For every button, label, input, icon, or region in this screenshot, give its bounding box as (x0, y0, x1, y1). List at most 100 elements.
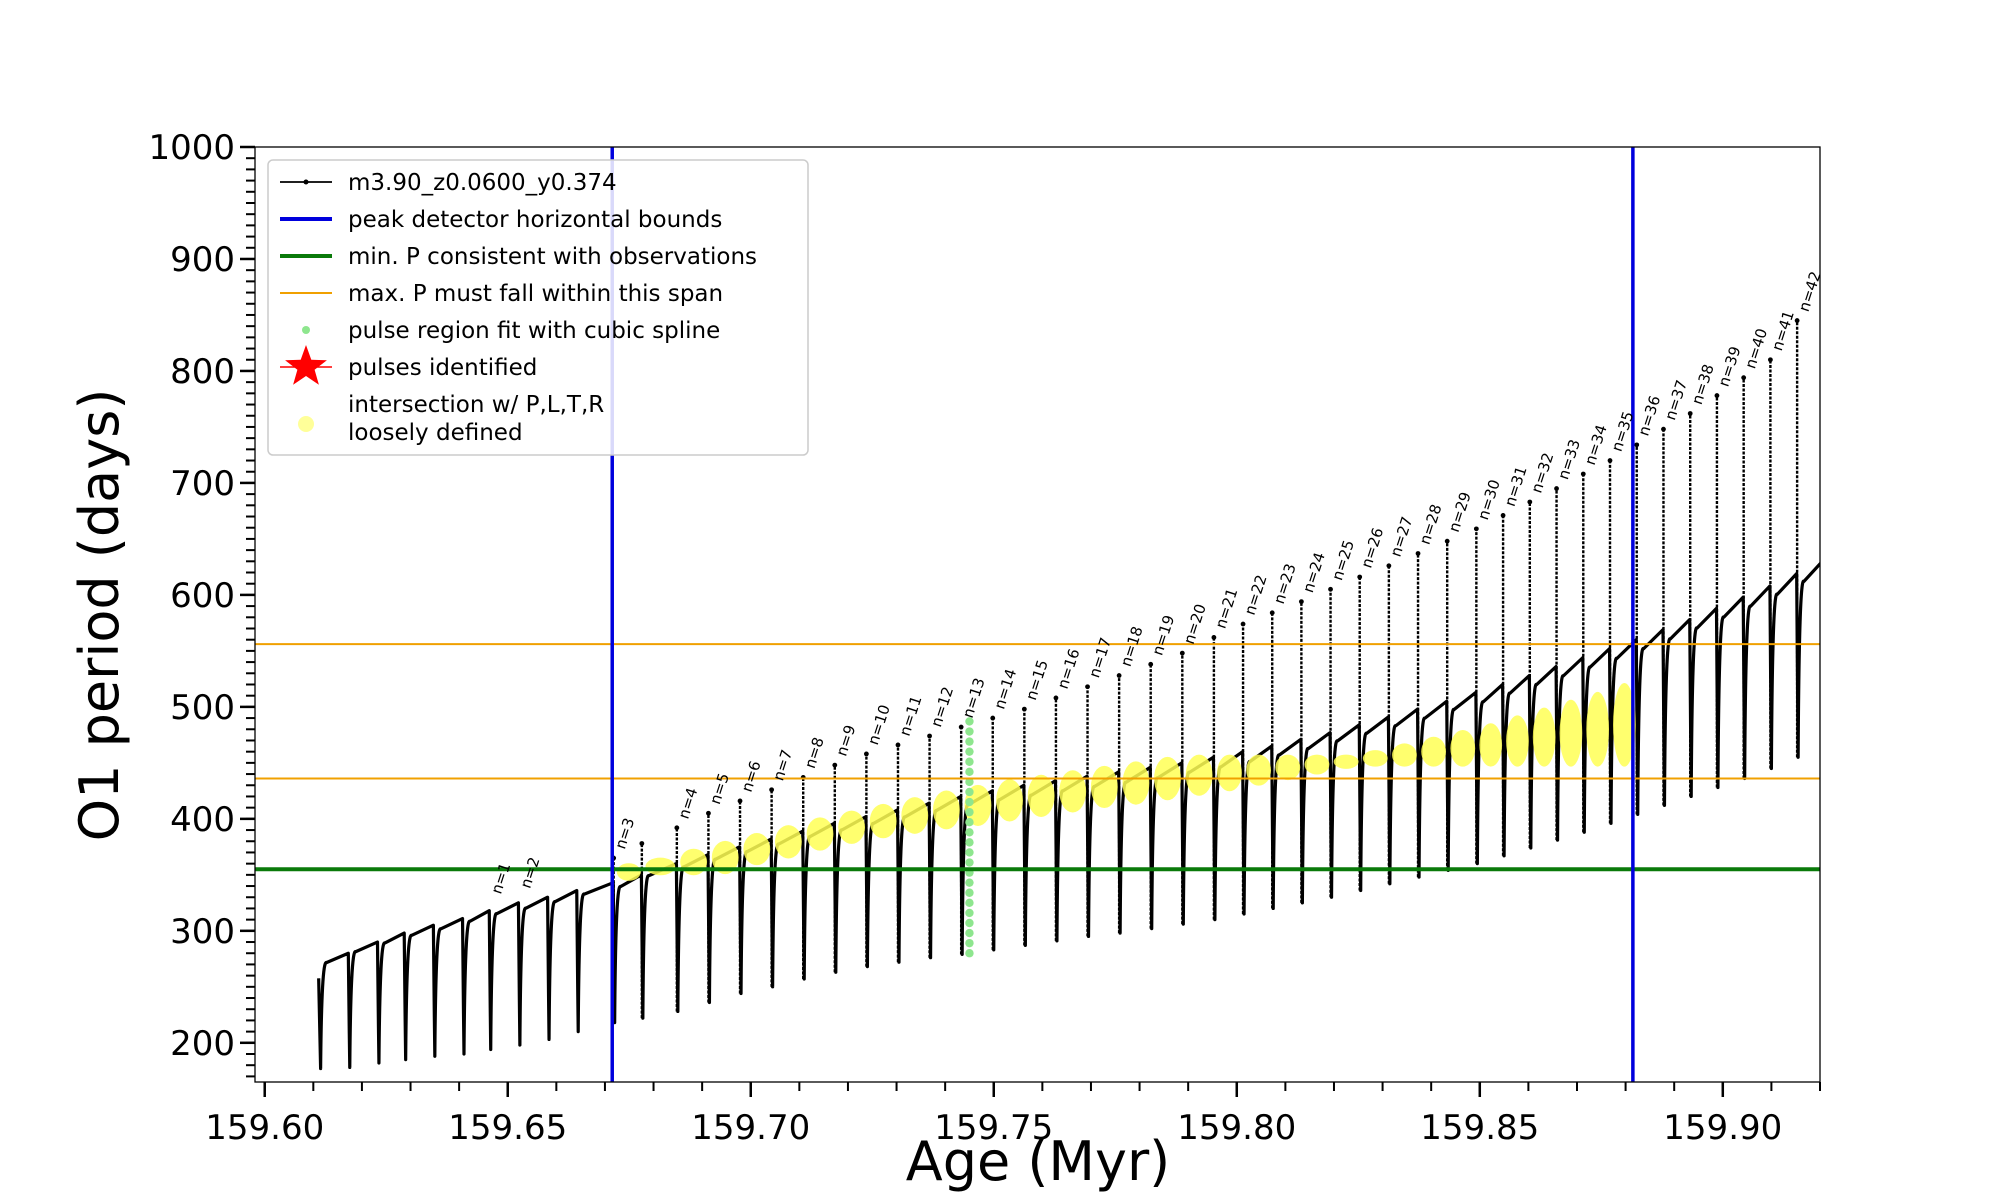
pulse-label: n=19 (1148, 613, 1178, 658)
intersection-marker (1362, 750, 1388, 767)
pulse-spike-top (1580, 471, 1586, 477)
pulse-spike-top (737, 798, 743, 804)
pulse-spike-top (1444, 538, 1450, 544)
pulse-spike-top (927, 733, 932, 739)
intersection-marker (1090, 765, 1118, 809)
intersection-marker (806, 817, 834, 851)
intersection-marker (743, 833, 771, 866)
pulse-spike-top (1179, 650, 1185, 656)
x-tick-label: 159.75 (934, 1108, 1053, 1148)
intersection-marker (645, 857, 676, 876)
pulse-spike-top (1085, 684, 1090, 690)
pulse-label: n=21 (1212, 586, 1242, 631)
pulse-label: n=29 (1445, 490, 1475, 535)
pulse-label: n=28 (1416, 502, 1446, 547)
pulse-spike-top (1386, 563, 1392, 569)
intersection-marker (869, 803, 897, 839)
pulse-spike-top (990, 715, 996, 721)
y-tick-label: 600 (170, 576, 235, 616)
legend-label-line: pulse region fit with cubic spline (348, 318, 720, 344)
legend-swatch (302, 326, 310, 334)
legend-label: pulses identified (348, 355, 537, 381)
pulse-label: n=43 (1822, 230, 1852, 275)
x-axis-title: Age (Myr) (906, 1130, 1171, 1193)
legend-label-line: peak detector horizontal bounds (348, 207, 722, 233)
spline-point (965, 757, 974, 766)
spline-point (965, 807, 974, 817)
intersection-marker (1122, 761, 1150, 805)
pulse-label: n=33 (1554, 437, 1584, 482)
pulse-spike-top (639, 841, 645, 846)
pulse-label: n=12 (927, 685, 957, 730)
legend-label-line: loosely defined (348, 420, 523, 446)
pulse-label: n=10 (864, 702, 894, 747)
x-tick-label: 159.90 (1663, 1108, 1782, 1148)
spline-point (965, 898, 974, 908)
pulse-label: n=15 (1022, 658, 1052, 703)
spline-point (965, 888, 974, 897)
pulse-label: n=27 (1387, 514, 1417, 559)
intersection-marker (1450, 729, 1476, 767)
pulse-label: n=37 (1661, 378, 1691, 423)
pulse-label: n=13 (959, 676, 989, 721)
pulse-spike-top (1554, 486, 1559, 491)
pulse-label: n=32 (1528, 450, 1558, 495)
pulse-spike-top (1607, 458, 1613, 463)
pulse-spike-top (1741, 375, 1747, 381)
pulse-label: n=16 (1054, 646, 1084, 691)
legend-label: max. P must fall within this span (348, 281, 723, 307)
x-tick-label: 159.70 (691, 1108, 810, 1148)
spline-point (965, 737, 974, 746)
spline-point (965, 838, 974, 847)
spline-point (965, 949, 974, 958)
x-tick-label: 159.85 (1420, 1108, 1539, 1148)
intersection-marker (1275, 754, 1301, 781)
legend-label-line: min. P consistent with observations (348, 244, 757, 270)
pulse-label: n=9 (832, 723, 859, 759)
pulse-label: n=25 (1328, 538, 1358, 583)
pulse-spike-top (1714, 393, 1720, 398)
legend-swatch-marker (303, 179, 309, 185)
pulse-label: n=5 (706, 771, 733, 807)
intersection-marker (1559, 699, 1583, 767)
legend-box (267, 159, 809, 456)
legend-label: m3.90_z0.0600_y0.374 (348, 170, 617, 196)
pulse-label: n=4 (675, 785, 702, 821)
spline-point (965, 818, 974, 827)
spline-point (965, 727, 974, 736)
pulse-label: n=30 (1474, 477, 1504, 522)
pulse-label: n=34 (1581, 422, 1611, 467)
pulse-spike-top (1148, 661, 1154, 667)
y-tick-label: 700 (170, 464, 235, 504)
intersection-marker (1506, 715, 1529, 767)
intersection-marker (901, 797, 929, 834)
pulse-label: n=22 (1241, 573, 1271, 618)
pulse-label: n=23 (1270, 561, 1300, 606)
legend-swatch (298, 416, 314, 432)
y-tick-label: 500 (170, 688, 235, 728)
pulse-spike-top (1500, 513, 1506, 518)
y-tick-label: 400 (170, 800, 235, 840)
intersection-marker (1392, 743, 1417, 767)
pulse-label: n=17 (1085, 635, 1115, 680)
legend-label-line: intersection w/ P,L,T,R (348, 392, 604, 418)
intersection-marker (838, 810, 866, 844)
legend-label: intersection w/ P,L,T,R loosely defined (348, 392, 604, 446)
pulse-label: n=20 (1180, 602, 1210, 647)
y-tick-label: 800 (170, 352, 235, 392)
pulse-spike-top (706, 810, 711, 816)
intersection-marker (932, 790, 960, 830)
pulse-spike-top (863, 751, 869, 757)
pulse-label: n=18 (1117, 624, 1147, 669)
x-tick-label: 159.80 (1177, 1108, 1296, 1148)
pulse-spike-top (1473, 526, 1479, 532)
intersection-marker (680, 848, 708, 876)
legend-label: peak detector horizontal bounds (348, 207, 722, 233)
pulse-spike-top (1240, 621, 1246, 627)
intersection-marker (996, 779, 1023, 822)
pulse-spike-top (1021, 706, 1027, 712)
intersection-marker (1304, 754, 1330, 775)
legend-label-line: max. P must fall within this span (348, 281, 723, 307)
